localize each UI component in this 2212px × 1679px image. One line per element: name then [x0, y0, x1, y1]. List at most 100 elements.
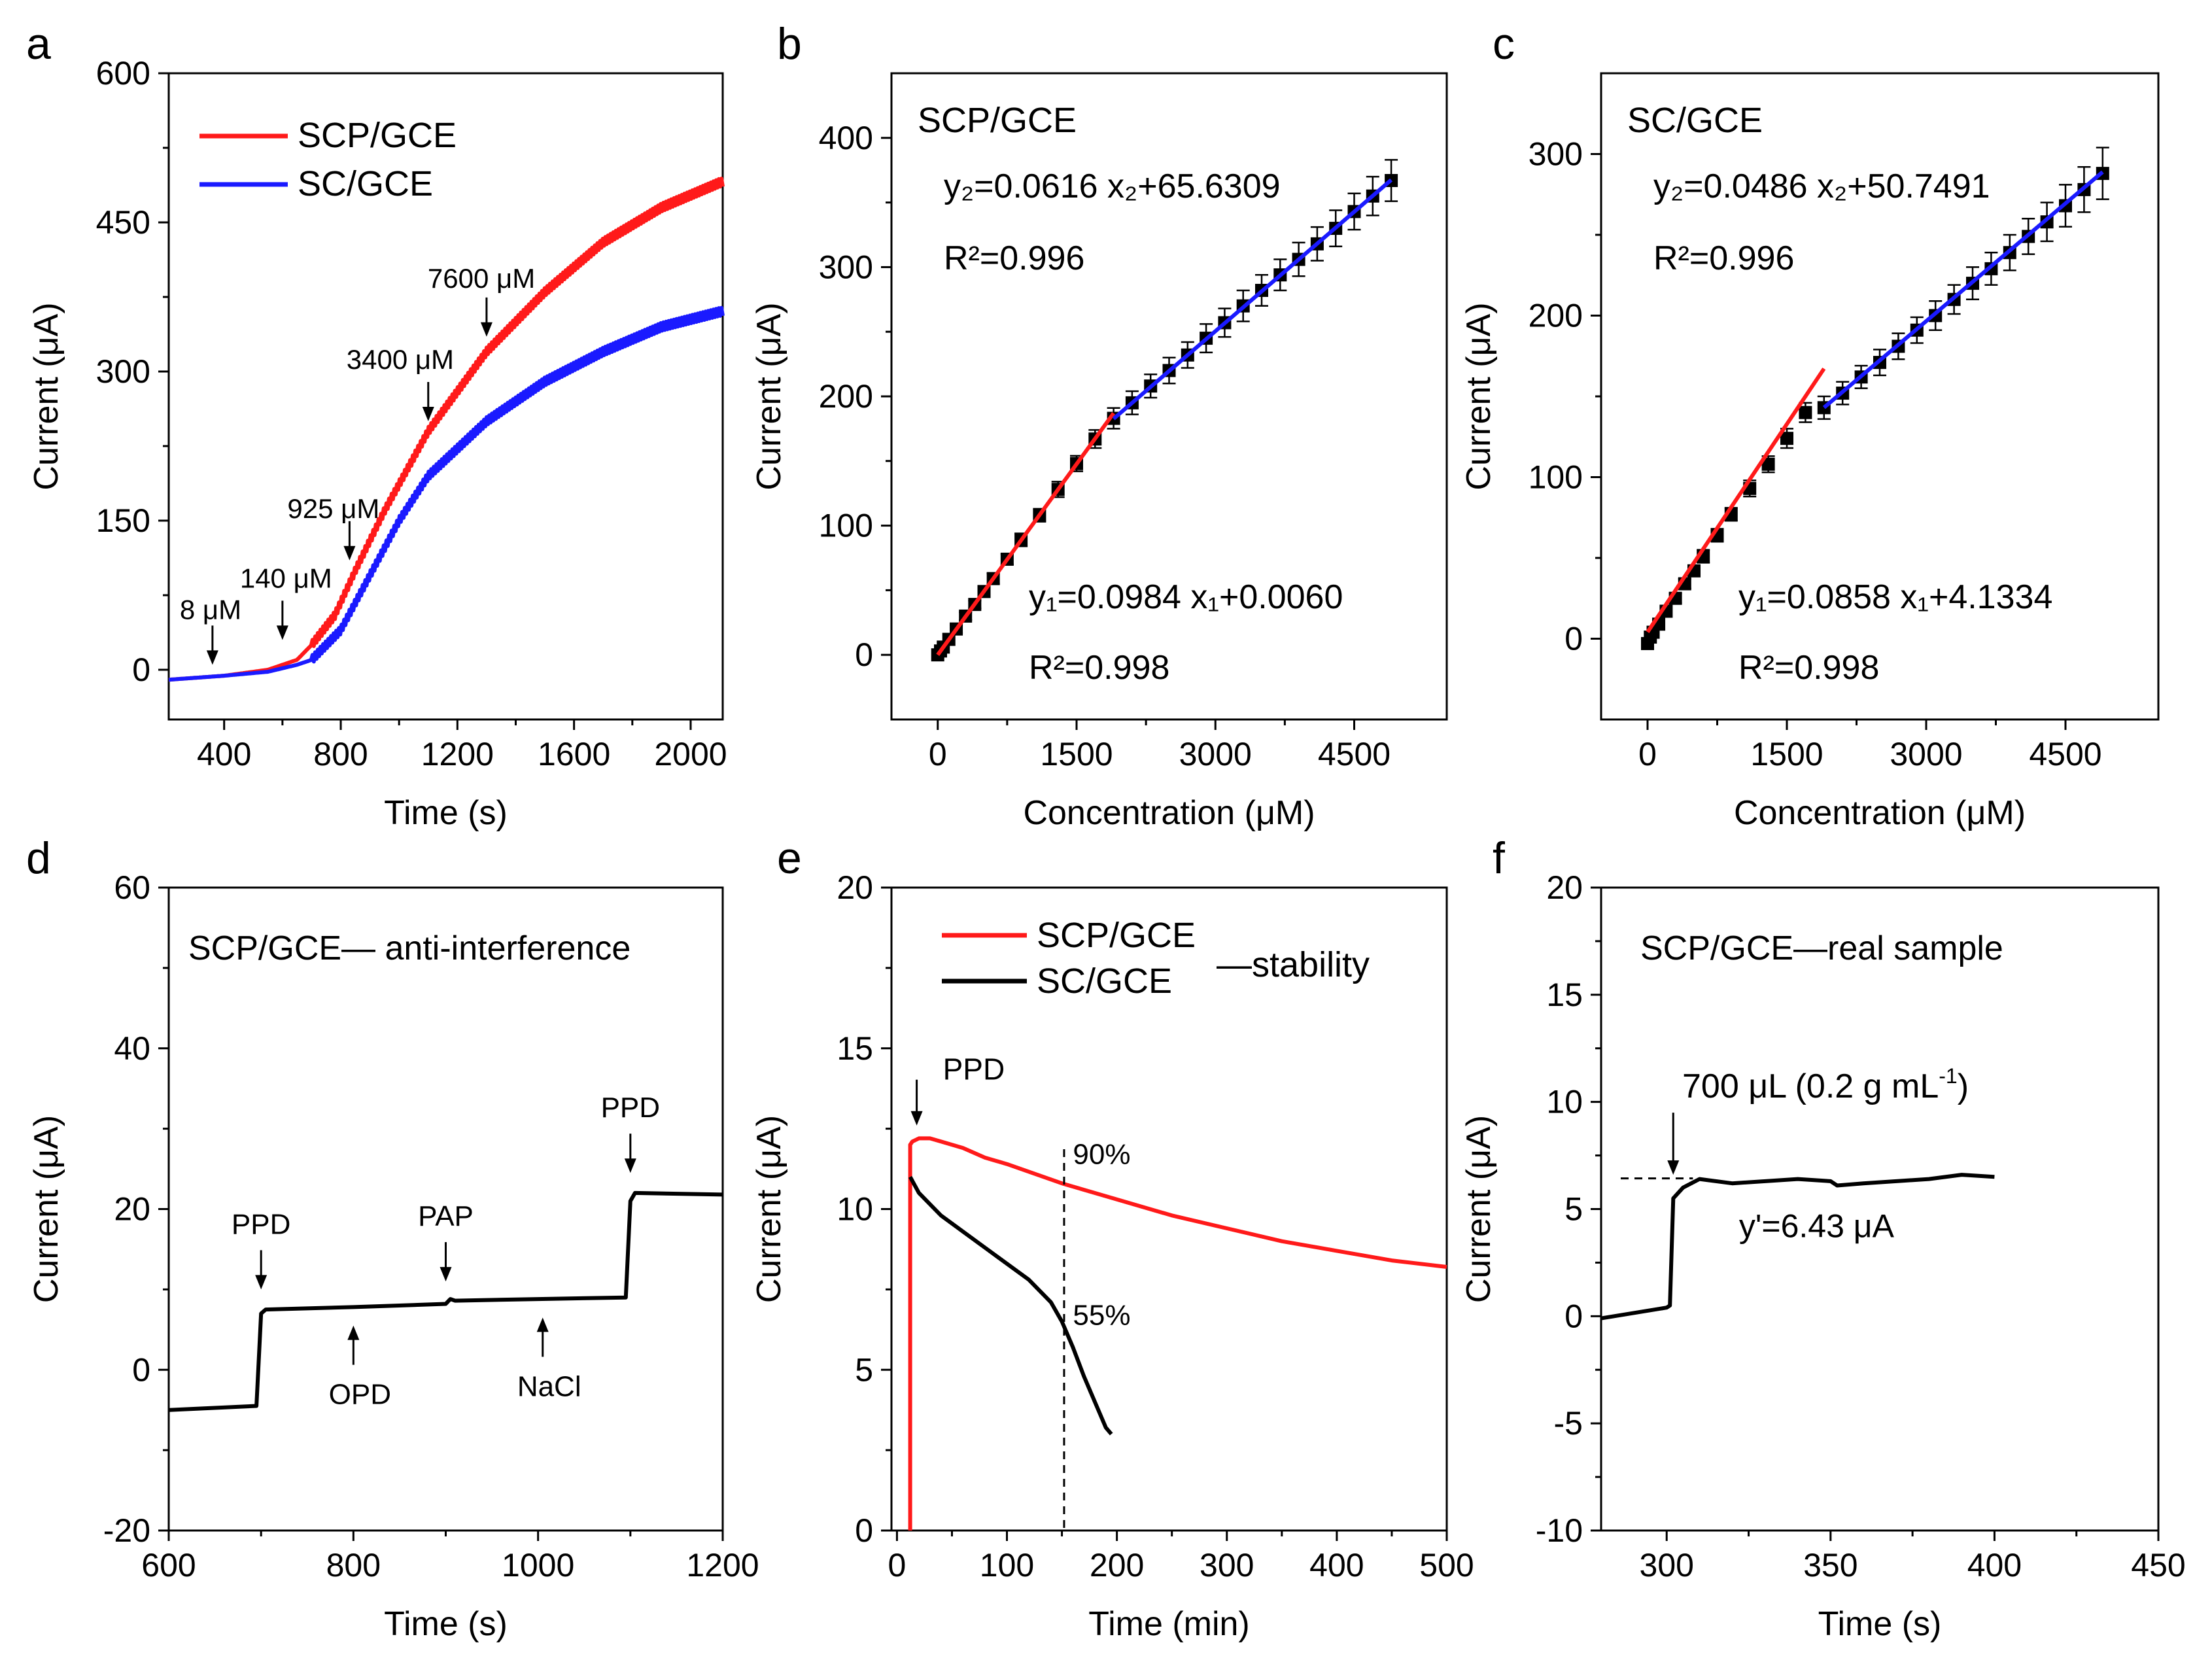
y-tick-label: 300	[96, 353, 150, 390]
addition-label-text: 700 μL (0.2 g mL	[1682, 1067, 1939, 1105]
data-point	[1799, 406, 1812, 419]
annotation-arrow-head	[422, 407, 434, 421]
fit-line-y2	[1822, 170, 2104, 409]
y-tick-label: 600	[96, 55, 150, 92]
y-axis-label: Current (μA)	[27, 1115, 65, 1303]
panel-d: 600 800 1000 1200 -20 0 20 40 60 Time (s) Current …	[27, 869, 759, 1643]
x-tick-label: 600	[141, 1547, 196, 1584]
plot-title: SCP/GCE—real sample	[1640, 929, 2003, 967]
y-tick-label: 200	[819, 378, 873, 415]
series-line-scpgce	[168, 1190, 723, 1412]
y-tick-label: 200	[1529, 298, 1583, 334]
panel-e: 0 100 200 300 400 500 0 5 10 15 20 Time (min) Curren…	[750, 869, 1474, 1643]
fit-equation-2: y₂=0.0486 x₂+50.7491	[1653, 167, 1990, 205]
fit-equation-2: y₂=0.0616 x₂+65.6309	[944, 167, 1281, 205]
x-axis-label: Concentration (μM)	[1023, 794, 1315, 832]
plot-title: SCP/GCE	[918, 101, 1077, 140]
panel-label-b: b	[777, 19, 802, 69]
x-axis-label: Time (s)	[1818, 1605, 1942, 1643]
y-tick-label: 10	[1546, 1084, 1583, 1120]
series-line-scpgce	[1600, 1173, 1995, 1321]
panel-label-a: a	[26, 19, 51, 69]
annotation-arrow-head	[480, 322, 493, 337]
x-tick-label: 800	[313, 736, 368, 772]
annotation-label: PPD	[943, 1052, 1005, 1086]
fit-r2-1: R²=0.998	[1029, 649, 1169, 687]
annotation-label: 7600 μM	[428, 263, 535, 294]
legend: SCP/GCE SC/GCE	[942, 916, 1196, 1001]
x-tick-label: 1200	[421, 736, 494, 772]
y-tick-label: 5	[1564, 1191, 1583, 1228]
data-point	[1780, 432, 1793, 445]
annotation-arrow-head	[536, 1317, 549, 1332]
annotation-arrow-head	[343, 545, 356, 561]
y-tick-label: 15	[837, 1030, 873, 1067]
legend-label: SC/GCE	[298, 164, 433, 203]
y-tick-label: 15	[1546, 977, 1583, 1013]
y-tick-label: 300	[819, 249, 873, 285]
x-tick-label: 0	[888, 1547, 906, 1584]
x-tick-label: 0	[929, 736, 947, 772]
annotation-label: 8 μM	[180, 594, 241, 625]
y-axis-label: Current (μA)	[1460, 1115, 1498, 1303]
y-tick-label: 0	[1564, 621, 1583, 657]
panel-b: 0 1500 3000 4500 0 100 200 300 400 Concentration …	[750, 72, 1448, 832]
y-tick-label: 400	[819, 120, 873, 156]
x-tick-label: 300	[1640, 1547, 1694, 1584]
y-axis-label: Current (μA)	[750, 302, 788, 490]
panel-label-d: d	[26, 833, 51, 883]
y-axis-label: Current (μA)	[27, 302, 65, 490]
annotation-arrow-head	[255, 1275, 268, 1290]
annotation-arrow-head	[276, 625, 288, 640]
y-axis-label: Current (μA)	[1460, 302, 1498, 490]
y-tick-label: 300	[1529, 136, 1583, 173]
x-tick-label: 300	[1200, 1547, 1254, 1584]
addition-label-sup: -1	[1939, 1064, 1957, 1088]
y-tick-label: 40	[114, 1030, 150, 1067]
fit-r2-2: R²=0.996	[1653, 239, 1794, 277]
y-tick-label: 10	[837, 1191, 873, 1228]
fit-r2-2: R²=0.996	[944, 239, 1084, 277]
panel-label-f: f	[1493, 833, 1505, 883]
annotation-arrow-head	[206, 650, 218, 665]
fit-line-y1	[1646, 367, 1826, 633]
annotation-arrow-head	[440, 1267, 452, 1282]
legend-label: SC/GCE	[1037, 961, 1172, 1001]
annotation-arrow-head	[347, 1325, 360, 1340]
fit-equation-1: y₁=0.0984 x₁+0.0060	[1029, 578, 1343, 616]
x-axis-label: Time (min)	[1088, 1605, 1250, 1643]
y-tick-label: 0	[855, 1512, 873, 1549]
annotation-label: 90%	[1073, 1139, 1130, 1171]
y-tick-label: 60	[114, 869, 150, 906]
annotation-arrow-head	[910, 1111, 923, 1126]
panel-f: 300 350 400 450 -10 -5 0 5 10 15 20 Time (s) Current…	[1460, 869, 2186, 1643]
y-tick-label: 0	[132, 651, 150, 688]
x-tick-label: 2000	[654, 736, 727, 772]
y-tick-label: -5	[1554, 1405, 1583, 1442]
plot-frame	[167, 72, 724, 721]
x-tick-label: 100	[980, 1547, 1034, 1584]
y-tick-label: 100	[819, 508, 873, 544]
y-tick-label: 20	[114, 1191, 150, 1228]
x-tick-label: 1600	[538, 736, 610, 772]
annotation-label: 55%	[1073, 1299, 1130, 1331]
x-tick-label: 1200	[686, 1547, 759, 1584]
x-tick-label: 4500	[1318, 736, 1391, 772]
y-axis-label: Current (μA)	[750, 1115, 788, 1303]
annotation-label: PPD	[232, 1208, 290, 1240]
x-axis-label: Time (s)	[384, 1605, 508, 1643]
y-tick-label: 0	[855, 636, 873, 673]
x-tick-label: 1500	[1750, 736, 1823, 772]
annotation-label: 140 μM	[240, 563, 332, 593]
panel-c: 0 1500 3000 4500 0 100 200 300 Concentration (μM…	[1460, 72, 2160, 832]
series-line-scgce	[908, 1175, 1113, 1436]
x-tick-label: 400	[197, 736, 251, 772]
legend: SCP/GCE SC/GCE	[199, 116, 457, 203]
x-tick-label: 500	[1419, 1547, 1474, 1584]
y-tick-label: -20	[103, 1512, 150, 1549]
x-axis-label: Time (s)	[384, 794, 508, 832]
x-tick-label: 1000	[502, 1547, 574, 1584]
y-tick-label: 5	[855, 1351, 873, 1388]
addition-label: 700 μL (0.2 g mL-1)	[1682, 1064, 1969, 1105]
y-tick-label: 150	[96, 502, 150, 539]
